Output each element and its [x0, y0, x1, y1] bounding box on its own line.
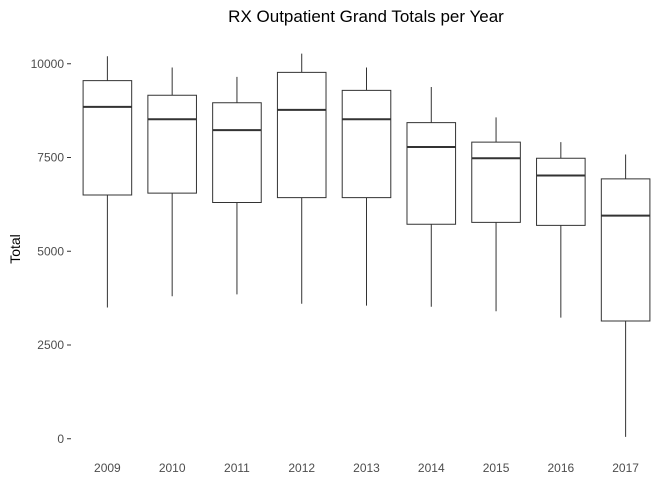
- iqr-box: [536, 157, 586, 226]
- x-tick-label: 2014: [418, 461, 445, 475]
- x-tick-label: 2011: [224, 461, 250, 475]
- box-2016: [536, 142, 586, 318]
- x-tick-label: 2017: [612, 461, 639, 475]
- y-tick-label: 0: [57, 432, 64, 446]
- box-series: [82, 53, 651, 437]
- x-tick-label: 2009: [94, 461, 121, 475]
- box-2012: [276, 53, 327, 304]
- iqr-box: [147, 94, 197, 194]
- x-tick-label: 2016: [547, 461, 574, 475]
- iqr-box: [212, 102, 262, 203]
- x-tick-label: 2010: [159, 461, 186, 475]
- box-2015: [471, 117, 521, 312]
- y-tick-label: 10000: [31, 57, 65, 71]
- x-tick-label: 2013: [353, 461, 380, 475]
- y-axis: 0 2500 5000 7500 10000: [31, 57, 71, 446]
- chart-title: RX Outpatient Grand Totals per Year: [228, 7, 504, 26]
- iqr-box: [600, 178, 651, 322]
- y-tick-label: 2500: [37, 338, 64, 352]
- x-axis: 2009 2010 2011 2012 2013 2014 2015 2016 2017: [94, 461, 639, 475]
- box-2017: [600, 154, 651, 437]
- iqr-box: [406, 122, 457, 225]
- y-axis-label: Total: [7, 234, 23, 264]
- iqr-box: [82, 80, 133, 196]
- box-2013: [341, 67, 392, 306]
- x-tick-label: 2012: [288, 461, 315, 475]
- y-tick-label: 5000: [37, 244, 64, 258]
- iqr-box: [276, 71, 327, 199]
- box-2011: [212, 76, 262, 295]
- box-2010: [147, 67, 197, 297]
- iqr-box: [471, 141, 521, 223]
- x-tick-label: 2015: [483, 461, 510, 475]
- box-2014: [406, 87, 457, 307]
- iqr-box: [341, 89, 392, 199]
- box-2009: [82, 56, 133, 308]
- y-tick-label: 7500: [37, 151, 64, 165]
